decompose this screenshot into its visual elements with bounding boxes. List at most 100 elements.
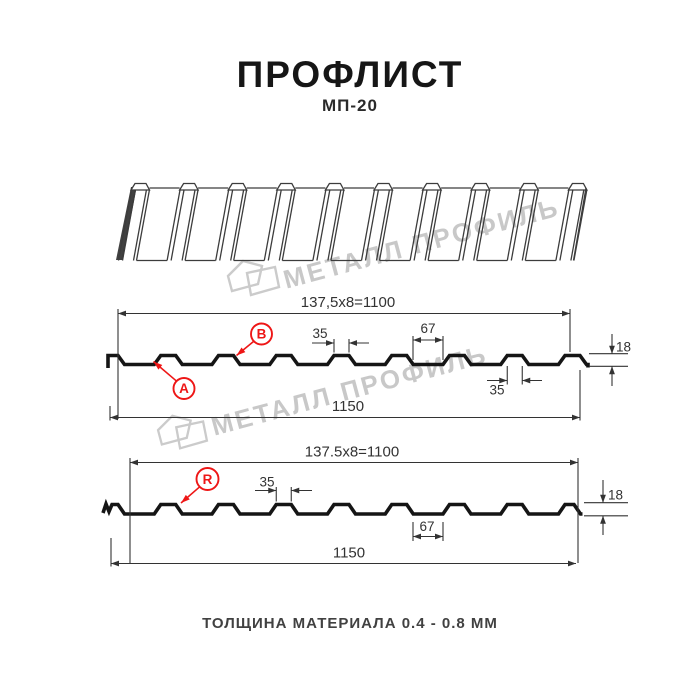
sheet3d-rib-edge <box>555 189 570 261</box>
drawing-lines <box>101 182 628 567</box>
sheet3d-rib-edge <box>476 189 491 261</box>
dimension-arrow <box>572 414 580 421</box>
dimension-arrow <box>111 560 119 567</box>
sheet3d-rib-edge <box>219 189 234 261</box>
p1-profile-outline <box>106 353 590 368</box>
sheet3d-rib-edge <box>524 189 539 261</box>
p1-label-a-leader-arrow <box>153 361 163 370</box>
product-model: МП-20 <box>322 96 378 115</box>
sheet3d-rib-edge <box>521 189 536 261</box>
sheet3d-rib-edge <box>327 189 342 261</box>
sheet3d-rib-edge <box>458 189 473 261</box>
sheet3d-rib-cap <box>275 182 297 191</box>
dimension-arrow <box>413 533 421 540</box>
sheet3d-rib-edge <box>184 189 199 261</box>
sheet3d-rib-edge <box>378 189 394 261</box>
p2-height-dimension: 18 <box>608 488 623 503</box>
page-title: ПРОФЛИСТ <box>236 54 464 95</box>
sheet3d-rib-edge <box>263 189 278 261</box>
sheet3d-rib-edge <box>413 189 428 261</box>
sheet3d-rib-edge <box>117 189 133 261</box>
dimension-arrow <box>609 345 615 354</box>
sheet3d-rib-edge <box>215 189 230 261</box>
sheet3d-rib-edge <box>278 189 293 261</box>
dimension-arrow <box>609 366 615 375</box>
sheet3d-rib-edge <box>121 189 137 261</box>
p2-label-r-circle <box>195 467 220 491</box>
dimension-arrow <box>413 337 421 343</box>
dimension-arrow <box>130 459 138 466</box>
p2-label-r: R <box>203 472 213 487</box>
dimension-arrow <box>435 533 443 540</box>
sheet3d-rib-edge <box>570 189 585 261</box>
sheet3d-rib-cap <box>227 182 248 191</box>
p1-height-dimension: 18 <box>616 340 631 355</box>
dimension-arrow <box>499 377 508 384</box>
sheet3d-rib-cap <box>372 182 394 191</box>
sheet3d-rib-edge <box>181 189 196 261</box>
sheet3d-right-edge <box>572 187 587 261</box>
dimension-arrow <box>291 487 300 494</box>
sheet3d-rib-edge <box>506 189 521 261</box>
p2-pitch-dimension: 137.5x8=1100 <box>305 444 399 461</box>
sheet3d-rib-cap <box>421 182 443 191</box>
p2-label-r-leader-arrow <box>181 494 190 503</box>
sheet3d-rib-edge <box>233 189 248 261</box>
p2-rib-top-dimension: 35 <box>259 475 274 490</box>
p1-total-width-dimension: 1150 <box>332 398 364 415</box>
sheet3d-rib-edge <box>424 189 439 261</box>
p1-rib-top-dimension: 35 <box>312 326 327 341</box>
material-thickness-note: ТОЛЩИНА МАТЕРИАЛА 0.4 - 0.8 ММ <box>202 615 498 632</box>
dimension-arrow <box>110 414 118 421</box>
dimension-arrow <box>326 340 334 346</box>
dimension-arrow <box>600 494 606 503</box>
p1-pitch-dimension: 137,5x8=1100 <box>301 294 395 311</box>
dimension-arrow <box>568 560 576 567</box>
dimension-arrow <box>600 515 606 524</box>
p2-valley-dimension: 67 <box>419 519 434 534</box>
sheet3d-rib-cap <box>129 182 151 191</box>
metall-profil-logo-icon <box>156 414 209 450</box>
dimension-arrow <box>435 337 443 343</box>
p1-label-a: A <box>179 381 189 396</box>
sheet3d-rib-edge <box>132 189 148 261</box>
sheet3d-rib-edge <box>316 189 331 261</box>
dimension-arrow <box>562 310 570 317</box>
sheet3d-rib-edge <box>510 189 525 261</box>
sheet3d-rib-edge <box>166 189 181 261</box>
sheet3d-rib-cap <box>470 182 491 191</box>
sheet3d-rib-edge <box>360 189 376 261</box>
sheet3d-rib-cap <box>178 182 200 191</box>
sheet3d-rib-edge <box>267 189 282 261</box>
dimension-arrow <box>118 310 126 317</box>
sheet3d-rib-edge <box>427 189 442 261</box>
dimension-arrow <box>522 377 531 384</box>
sheet3d-rib-cap <box>324 182 345 191</box>
sheet3d-rib-edge <box>330 189 345 261</box>
p1-valley-dimension: 67 <box>420 321 435 336</box>
p2-profile-outline <box>101 498 583 517</box>
sheet3d-rib-edge <box>375 189 391 261</box>
sheet3d-rib-cap <box>567 182 588 191</box>
metall-profil-logo-icon <box>226 259 281 297</box>
p1-label-b-leader-arrow <box>236 347 246 356</box>
dimension-arrow <box>349 340 357 346</box>
dimension-arrow <box>268 487 277 494</box>
p1-label-b-circle <box>250 322 273 346</box>
sheet3d-rib-edge <box>312 189 327 261</box>
sheet3d-rib-cap <box>518 182 540 191</box>
sheet3d-rib-edge <box>170 189 185 261</box>
sheet3d-rib-edge <box>135 189 151 261</box>
sheet3d-rib-edge <box>559 189 574 261</box>
sheet3d-rib-edge <box>409 189 424 261</box>
sheet3d-rib-edge <box>473 189 488 261</box>
p1-label-b: B <box>257 327 267 342</box>
dimension-arrow <box>570 459 578 466</box>
p1-label-a-circle <box>172 377 196 400</box>
sheet3d-rib-edge <box>230 189 245 261</box>
p2-total-width-dimension: 1150 <box>333 545 365 562</box>
sheet3d-rib-edge <box>462 189 477 261</box>
sheet3d-rib-edge <box>364 189 380 261</box>
